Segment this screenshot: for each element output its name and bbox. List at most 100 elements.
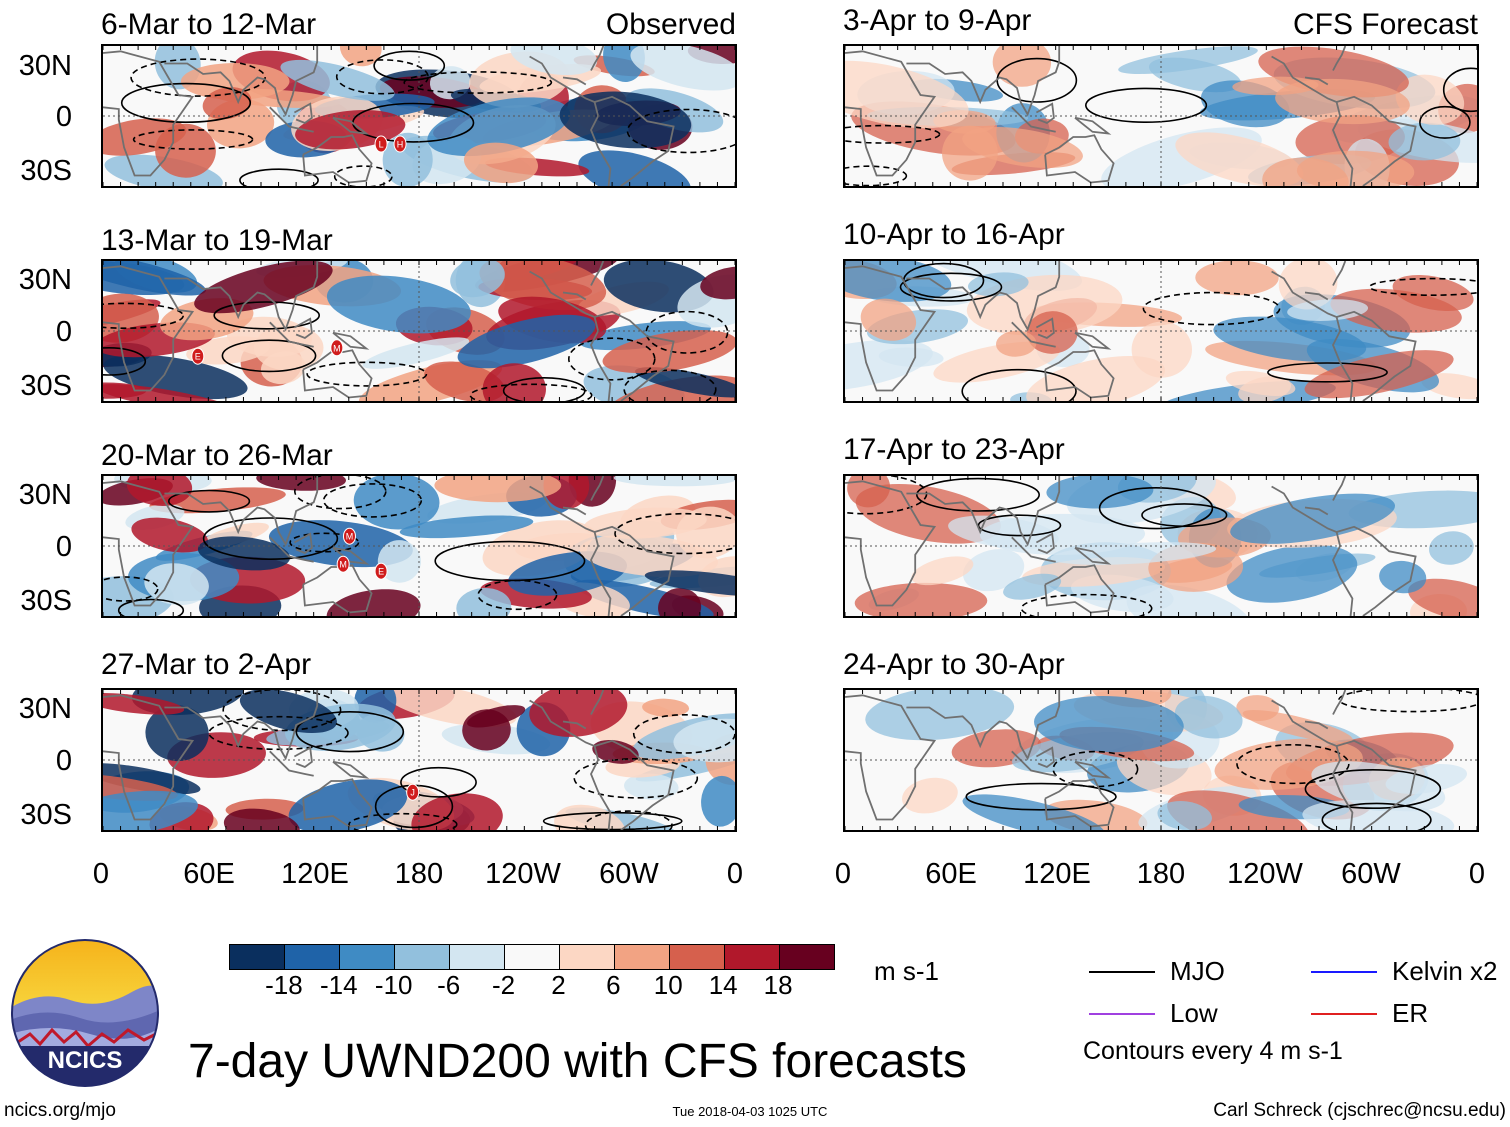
anomaly-blob [482, 363, 546, 401]
anomaly-blob [543, 476, 590, 510]
coastline [293, 102, 313, 125]
footer-url[interactable]: ncics.org/mjo [4, 1100, 116, 1121]
colorbar-swatch [615, 945, 670, 969]
contour-line [469, 383, 593, 401]
coastline [1332, 46, 1347, 71]
contour-line [623, 369, 717, 401]
anomaly-blob [377, 540, 421, 583]
legend-line-er [1311, 1013, 1377, 1015]
lat-label: 0 [55, 745, 72, 777]
anomaly-blob [634, 367, 735, 398]
anomaly-blob [1395, 74, 1465, 125]
anomaly-blob [466, 705, 526, 728]
colorbar-tick-label: -10 [374, 970, 413, 1000]
anomaly-blob [1408, 578, 1477, 616]
contour-line [208, 715, 349, 751]
anomaly-blob [103, 261, 206, 296]
anomaly-blob [962, 549, 1025, 592]
anomaly-blob [356, 713, 405, 752]
anomaly-blob [642, 698, 690, 717]
coastline [590, 46, 605, 71]
contour-line [477, 579, 558, 611]
coastline [845, 265, 937, 392]
anomaly-blob [1046, 476, 1154, 509]
coastline [1304, 506, 1329, 516]
anomaly-blob [103, 118, 187, 156]
colorbar-tick-label: 2 [551, 970, 566, 1000]
coastline [1011, 750, 1056, 777]
ncics-logo-icon: NCICS [11, 939, 159, 1087]
contour-line [222, 690, 342, 732]
coastline [1304, 720, 1329, 730]
lon-label: 0 [92, 858, 110, 890]
coastline [594, 525, 675, 616]
lat-label: 30S [20, 799, 72, 831]
anomaly-blob [326, 589, 421, 616]
anomaly-blob [860, 298, 917, 341]
contour-line [1338, 690, 1477, 713]
contour-line [899, 272, 1003, 302]
coastline [302, 778, 373, 828]
contour-line [1419, 105, 1471, 139]
anomaly-blob [602, 330, 735, 374]
anomaly-blob [613, 476, 735, 487]
legend-line-low [1089, 1013, 1155, 1015]
coastline [164, 690, 319, 761]
contour-line [295, 711, 405, 753]
anomaly-blob [239, 690, 337, 734]
coastline [845, 50, 937, 177]
storm-marker [342, 527, 356, 545]
colorbar-tick-label: 6 [606, 970, 621, 1000]
coastline [1271, 55, 1354, 186]
contour-line [130, 58, 266, 97]
anomaly-blob [510, 46, 598, 76]
anomaly-blob [145, 705, 209, 762]
anomaly-blob [463, 142, 539, 184]
coastline [293, 532, 313, 555]
anomaly-blob [847, 476, 891, 508]
anomaly-blob [103, 763, 201, 795]
lat-label: 30N [18, 479, 72, 511]
colorbar-tick-label: -2 [491, 970, 516, 1000]
coastline [293, 317, 313, 340]
coastline [529, 270, 612, 401]
coastline [1011, 106, 1056, 133]
panel-title-right-2: 10-Apr to 16-Apr [843, 218, 1065, 251]
coastline [332, 760, 370, 779]
anomaly-blob [1174, 695, 1243, 739]
map-panel-left-3: M M E [101, 474, 737, 618]
coastline [1011, 321, 1056, 348]
lat-label: 30S [20, 155, 72, 187]
coastline [1074, 760, 1112, 779]
contour-line [845, 124, 941, 144]
anomaly-blob [992, 46, 1052, 87]
colorbar-swatch [670, 945, 725, 969]
contour-line [132, 129, 254, 150]
footer-timestamp: Tue 2018-04-03 1025 UTC [672, 1104, 828, 1119]
coastline [293, 746, 313, 769]
anomaly-blob [583, 507, 707, 539]
anomaly-blob [911, 556, 974, 586]
colorbar-swatch [560, 945, 615, 969]
contour-line [567, 337, 656, 381]
coastline [594, 310, 675, 401]
colorbar-swatch [285, 945, 340, 969]
coastline [590, 690, 605, 715]
anomaly-blob [353, 476, 440, 530]
contour-line [573, 758, 699, 799]
coastline [845, 694, 937, 821]
map-panel-right-1 [843, 44, 1479, 188]
map-panel-right-2 [843, 259, 1479, 403]
anomaly-blob [103, 384, 236, 401]
anomaly-blob [434, 476, 562, 503]
coastline [302, 564, 373, 614]
contour-line [168, 489, 251, 513]
coastline [845, 480, 937, 607]
colorbar-unit: m s-1 [874, 956, 939, 986]
coastline [302, 134, 373, 184]
contour-line [373, 50, 446, 81]
coastline [269, 321, 314, 348]
anomaly-blob [592, 739, 639, 764]
contour-line [348, 812, 458, 830]
anomaly-blob [194, 261, 333, 314]
